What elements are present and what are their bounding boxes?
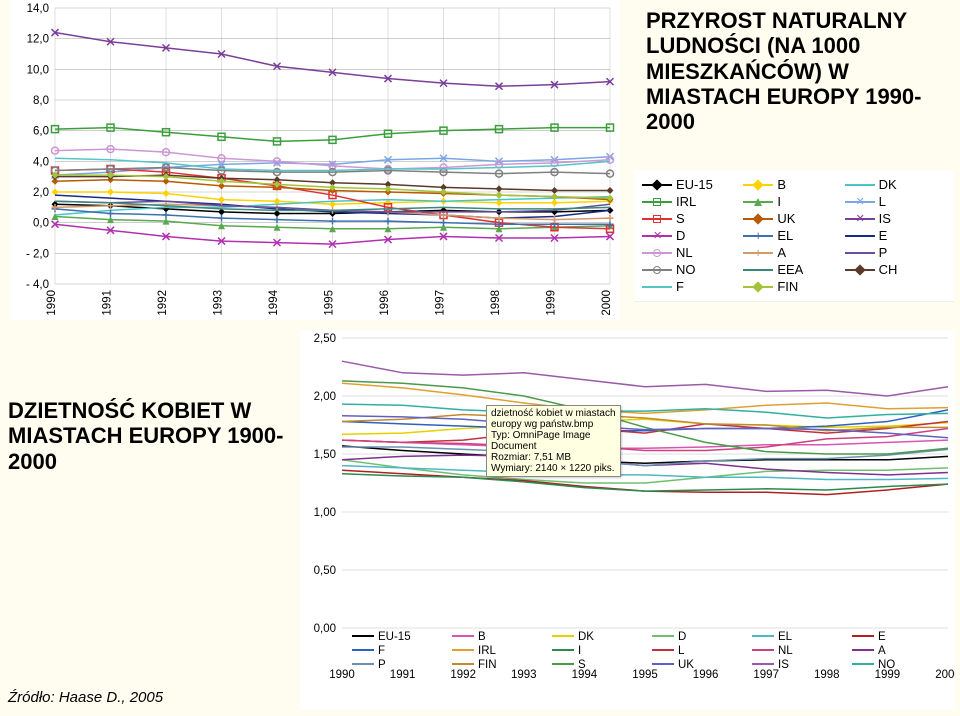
svg-text:1999: 1999 (546, 290, 558, 316)
legend-item: UK (743, 210, 844, 227)
svg-text:F: F (378, 645, 385, 657)
legend-item: P (845, 244, 946, 261)
legend-item: NO (642, 261, 743, 278)
legend-item: +EL (743, 227, 844, 244)
svg-text:1997: 1997 (435, 290, 447, 316)
legend-item: ✕D (642, 227, 743, 244)
svg-text:EL: EL (778, 631, 793, 643)
svg-text:DK: DK (578, 631, 594, 643)
svg-text:S: S (578, 659, 586, 671)
svg-text:EU-15: EU-15 (378, 631, 411, 643)
legend-item: B (743, 176, 844, 193)
legend-item: I (743, 193, 844, 210)
svg-text:0,50: 0,50 (314, 565, 336, 577)
svg-text:L: L (678, 645, 685, 657)
svg-text:1990: 1990 (46, 290, 58, 316)
bottom-chart: 0,00 0,50 1,00 1,50 2,00 2,50 1990 1991 1992 1993… (300, 330, 955, 710)
svg-text:2000: 2000 (935, 669, 955, 681)
svg-text:12,0: 12,0 (27, 34, 49, 46)
svg-text:NL: NL (778, 645, 793, 657)
svg-text:1993: 1993 (213, 290, 225, 316)
svg-text:2,00: 2,00 (314, 391, 336, 403)
svg-text:4,0: 4,0 (33, 156, 49, 168)
svg-text:8,0: 8,0 (33, 95, 49, 107)
svg-text:1993: 1993 (511, 669, 537, 681)
legend-item: DK (845, 176, 946, 193)
svg-text:1992: 1992 (157, 290, 169, 316)
legend-item: NL (642, 244, 743, 261)
svg-text:2,0: 2,0 (33, 187, 49, 199)
svg-text:IRL: IRL (478, 645, 497, 657)
svg-text:UK: UK (678, 659, 694, 671)
svg-text:P: P (378, 659, 386, 671)
top-legend: EU-15BDK IRLI✕L SUK✕IS ✕D+ELE NL+AP NOEEACH FF… (634, 170, 954, 302)
legend-item: EU-15 (642, 176, 743, 193)
svg-text:E: E (878, 631, 886, 643)
svg-text:14,0: 14,0 (27, 3, 49, 15)
svg-text:1991: 1991 (390, 669, 416, 681)
svg-text:I: I (578, 645, 581, 657)
legend-item: S (642, 210, 743, 227)
top-chart-title: PRZYROST NATURALNY LUDNOŚCI (NA 1000 MIE… (646, 8, 946, 134)
svg-text:IS: IS (778, 659, 789, 671)
source-citation: Źródło: Haase D., 2005 (8, 689, 163, 706)
svg-text:1991: 1991 (102, 290, 114, 316)
legend-item: FIN (743, 278, 844, 295)
svg-text:1990: 1990 (329, 669, 355, 681)
svg-text:0,00: 0,00 (314, 623, 336, 635)
legend-item: IRL (642, 193, 743, 210)
legend-item: EEA (743, 261, 844, 278)
svg-text:10,0: 10,0 (27, 64, 49, 76)
svg-text:1,00: 1,00 (314, 507, 336, 519)
svg-text:NO: NO (878, 659, 895, 671)
svg-text:1996: 1996 (379, 290, 391, 316)
svg-text:D: D (678, 631, 686, 643)
svg-text:1992: 1992 (450, 669, 476, 681)
svg-text:2000: 2000 (601, 290, 613, 316)
svg-text:0,0: 0,0 (33, 218, 49, 230)
file-tooltip: dzietność kobiet w miastacheuropy wg pań… (486, 405, 621, 477)
legend-item: ✕L (845, 193, 946, 210)
svg-text:1994: 1994 (268, 289, 280, 315)
svg-text:1996: 1996 (693, 669, 719, 681)
svg-text:- 2,0: - 2,0 (26, 248, 49, 260)
svg-text:B: B (478, 631, 486, 643)
legend-item: E (845, 227, 946, 244)
svg-text:- 4,0: - 4,0 (26, 279, 49, 291)
svg-text:1997: 1997 (753, 669, 779, 681)
svg-text:1998: 1998 (814, 669, 840, 681)
svg-text:1995: 1995 (324, 290, 336, 316)
bottom-chart-title: DZIETNOŚĆ KOBIET W MIASTACH EUROPY 1900-… (8, 398, 288, 474)
legend-item: CH (845, 261, 946, 278)
legend-item: F (642, 278, 743, 295)
svg-text:6,0: 6,0 (33, 126, 49, 138)
svg-text:1998: 1998 (490, 290, 502, 316)
svg-text:1995: 1995 (632, 669, 658, 681)
top-chart: - 4,0 - 2,0 0,0 2,0 4,0 6,0 8,0 10,0 12,0 14,0 199… (10, 0, 620, 320)
legend-item: ✕IS (845, 210, 946, 227)
legend-item: +A (743, 244, 844, 261)
svg-text:FIN: FIN (478, 659, 497, 671)
svg-text:A: A (878, 645, 886, 657)
svg-text:2,50: 2,50 (314, 333, 336, 345)
svg-text:1,50: 1,50 (314, 449, 336, 461)
